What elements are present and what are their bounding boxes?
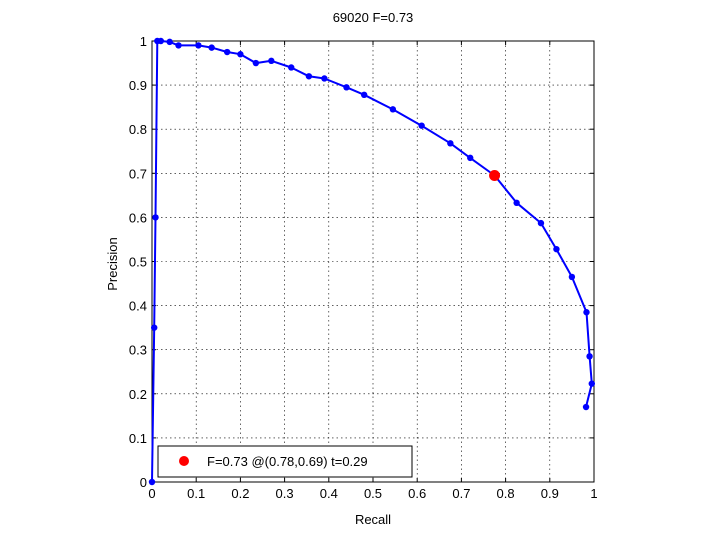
y-tick-label: 0.7 xyxy=(129,166,147,181)
data-point xyxy=(208,44,215,51)
x-tick-label: 0.8 xyxy=(497,486,515,501)
data-point xyxy=(389,106,397,113)
y-tick-label: 0.4 xyxy=(129,299,147,314)
data-point xyxy=(418,122,425,129)
axis-ticks: 00 0.1 0.1 0.2 0.2 0.3 0.3 0.4 0.4 0.5 0.5 0.6 0.6 0.… xyxy=(129,34,598,501)
data-point xyxy=(152,214,159,221)
data-point xyxy=(166,38,173,46)
y-axis-label: Precision xyxy=(105,237,120,290)
y-tick-label: 0.5 xyxy=(129,255,147,270)
x-tick-label: 1 xyxy=(590,486,597,501)
x-tick-label: 0 xyxy=(148,486,155,501)
x-tick-label: 0.5 xyxy=(364,486,382,501)
y-tick-label: 0.2 xyxy=(129,387,147,402)
data-point xyxy=(268,57,275,65)
grid-lines xyxy=(152,41,594,482)
data-point xyxy=(252,59,260,67)
data-point xyxy=(588,380,595,387)
legend-label: F=0.73 @(0.78,0.69) t=0.29 xyxy=(207,454,368,469)
data-point xyxy=(513,199,520,207)
data-point xyxy=(343,84,350,91)
y-tick-label: 0.3 xyxy=(129,343,147,358)
data-point xyxy=(237,51,244,58)
x-tick-label: 0.1 xyxy=(187,486,205,501)
y-tick-label: 0 xyxy=(140,475,147,490)
legend-marker xyxy=(179,456,189,466)
series-layer xyxy=(148,37,595,486)
x-tick-label: 0.3 xyxy=(276,486,294,501)
x-tick-label: 0.6 xyxy=(408,486,426,501)
data-point xyxy=(321,75,328,82)
data-point xyxy=(586,353,593,360)
data-point xyxy=(151,324,158,331)
data-point xyxy=(360,91,368,99)
x-tick-label: 0.7 xyxy=(452,486,470,501)
data-point xyxy=(568,273,576,281)
data-point xyxy=(582,403,590,411)
data-point xyxy=(553,245,560,253)
legend-box xyxy=(157,445,413,478)
legend: F=0.73 @(0.78,0.69) t=0.29 xyxy=(157,445,413,478)
x-tick-label: 0.9 xyxy=(541,486,559,501)
y-tick-label: 0.9 xyxy=(129,78,147,93)
x-tick-label: 0.4 xyxy=(320,486,338,501)
y-tick-label: 1 xyxy=(140,34,147,49)
data-point xyxy=(223,48,231,56)
data-point xyxy=(305,73,313,80)
x-tick-label: 0.2 xyxy=(231,486,249,501)
data-point xyxy=(288,64,295,71)
y-tick-label: 0.8 xyxy=(129,122,147,137)
data-point xyxy=(175,42,182,49)
best-f-point xyxy=(489,170,501,182)
data-point xyxy=(583,309,590,316)
data-point xyxy=(195,42,202,49)
x-axis-label: Recall xyxy=(355,512,391,527)
data-point xyxy=(148,478,156,486)
y-tick-label: 0.1 xyxy=(129,431,147,446)
data-point xyxy=(447,140,454,147)
data-point xyxy=(467,154,474,162)
y-tick-label: 0.6 xyxy=(129,210,147,225)
data-point xyxy=(537,219,545,227)
data-point xyxy=(157,37,165,45)
chart-title: 69020 F=0.73 xyxy=(333,10,414,25)
